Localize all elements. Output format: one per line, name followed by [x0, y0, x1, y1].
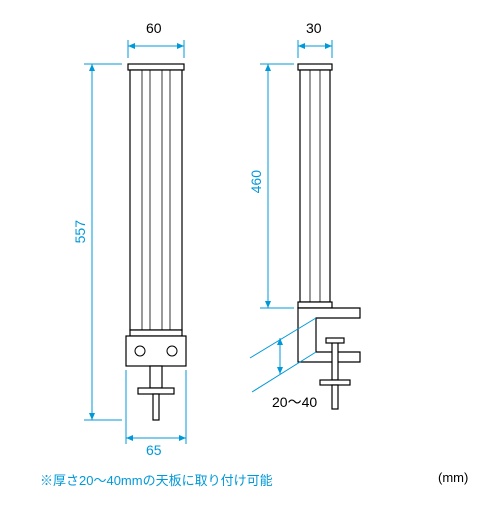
dim-front-base: 65: [146, 442, 162, 458]
dim-front-height: 557: [72, 220, 88, 243]
dim-side-top: 30: [306, 20, 322, 36]
unit-label: (mm): [438, 470, 468, 485]
diagram-svg: [0, 0, 500, 500]
dim-side-height: 460: [248, 170, 264, 193]
dim-side-clamp: 20〜40: [272, 392, 317, 412]
front-view: [126, 64, 186, 420]
dim-front-top: 60: [146, 20, 162, 36]
diagram-stage: 60 557 65 30 460 20〜40 ※厚さ20〜40mmの天板に取り付…: [0, 0, 500, 500]
footnote: ※厚さ20〜40mmの天板に取り付け可能: [40, 470, 273, 489]
